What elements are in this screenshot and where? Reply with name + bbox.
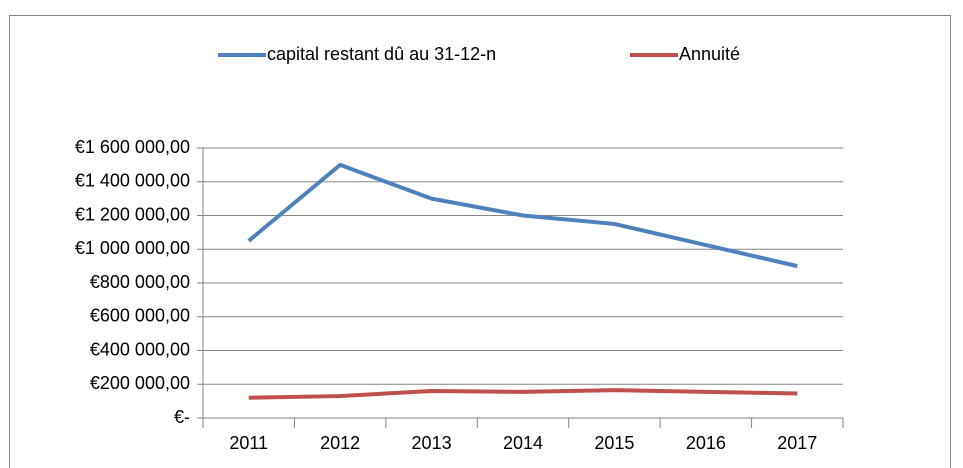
- x-tick-label: 2017: [777, 433, 817, 453]
- y-tick-label: €1 200 000,00: [75, 204, 190, 224]
- y-tick-label: €800 000,00: [90, 272, 190, 292]
- y-tick-label: €400 000,00: [90, 339, 190, 359]
- legend-label: capital restant dû au 31-12-n: [267, 44, 496, 64]
- y-tick-label: €1 600 000,00: [75, 137, 190, 157]
- series-line: [248, 388, 798, 400]
- y-tick-label: €600 000,00: [90, 306, 190, 326]
- y-tick-label: €200 000,00: [90, 373, 190, 393]
- x-tick-label: 2015: [594, 433, 634, 453]
- x-tick-label: 2013: [412, 433, 452, 453]
- y-tick-label: €1 400 000,00: [75, 171, 190, 191]
- x-tick-label: 2014: [503, 433, 543, 453]
- x-tick-label: 2011: [229, 433, 268, 453]
- x-tick-label: 2016: [686, 433, 726, 453]
- legend-label: Annuité: [679, 44, 740, 64]
- y-tick-label: €-: [174, 407, 190, 427]
- y-tick-label: €1 000 000,00: [75, 238, 190, 258]
- series-line: [247, 162, 798, 269]
- x-tick-label: 2012: [320, 433, 360, 453]
